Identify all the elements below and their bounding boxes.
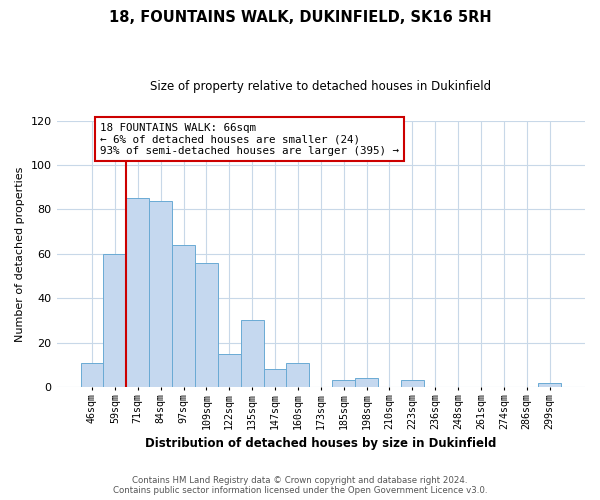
Bar [218, 354, 241, 387]
Bar [80, 362, 103, 387]
Bar [332, 380, 355, 387]
Text: 18 FOUNTAINS WALK: 66sqm
← 6% of detached houses are smaller (24)
93% of semi-de: 18 FOUNTAINS WALK: 66sqm ← 6% of detache… [100, 123, 399, 156]
Bar [172, 245, 195, 387]
Bar [149, 200, 172, 387]
Text: 18, FOUNTAINS WALK, DUKINFIELD, SK16 5RH: 18, FOUNTAINS WALK, DUKINFIELD, SK16 5RH [109, 10, 491, 25]
Bar [355, 378, 378, 387]
Bar [286, 362, 310, 387]
Y-axis label: Number of detached properties: Number of detached properties [15, 166, 25, 342]
Bar [103, 254, 127, 387]
X-axis label: Distribution of detached houses by size in Dukinfield: Distribution of detached houses by size … [145, 437, 496, 450]
Bar [401, 380, 424, 387]
Bar [538, 382, 561, 387]
Bar [241, 320, 263, 387]
Title: Size of property relative to detached houses in Dukinfield: Size of property relative to detached ho… [150, 80, 491, 93]
Text: Contains HM Land Registry data © Crown copyright and database right 2024.
Contai: Contains HM Land Registry data © Crown c… [113, 476, 487, 495]
Bar [195, 262, 218, 387]
Bar [127, 198, 149, 387]
Bar [263, 370, 286, 387]
